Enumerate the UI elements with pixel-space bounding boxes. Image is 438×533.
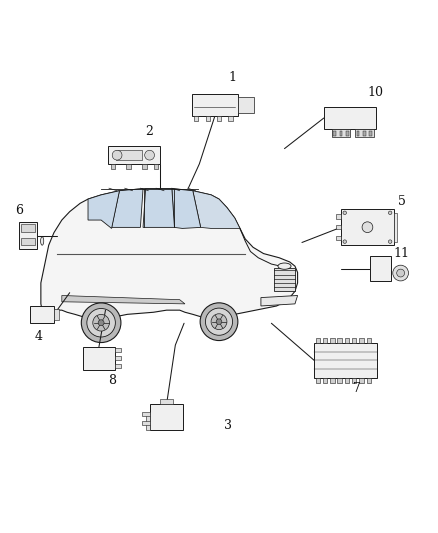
- Polygon shape: [62, 295, 185, 304]
- Circle shape: [98, 320, 104, 326]
- Polygon shape: [193, 191, 240, 229]
- Polygon shape: [261, 295, 297, 306]
- Bar: [363, 131, 366, 135]
- Bar: [337, 378, 342, 383]
- Bar: [357, 131, 359, 135]
- Bar: [355, 129, 374, 137]
- Bar: [337, 338, 342, 343]
- Bar: [333, 131, 336, 135]
- Polygon shape: [41, 189, 297, 319]
- Bar: [82, 347, 115, 369]
- Circle shape: [362, 222, 373, 232]
- Bar: [315, 338, 320, 343]
- Circle shape: [87, 309, 115, 337]
- Bar: [116, 150, 142, 160]
- Bar: [21, 224, 35, 232]
- Circle shape: [389, 211, 392, 215]
- Bar: [150, 404, 183, 430]
- Bar: [370, 256, 391, 281]
- Circle shape: [389, 240, 392, 244]
- Bar: [205, 116, 210, 120]
- Bar: [30, 306, 54, 323]
- Bar: [330, 378, 335, 383]
- Bar: [115, 364, 120, 368]
- Bar: [229, 116, 233, 120]
- Circle shape: [200, 303, 238, 341]
- Bar: [324, 107, 376, 129]
- Bar: [345, 378, 349, 383]
- Bar: [367, 378, 371, 383]
- Bar: [192, 94, 237, 116]
- Circle shape: [112, 150, 122, 160]
- Bar: [142, 413, 150, 416]
- Polygon shape: [172, 189, 201, 229]
- Polygon shape: [88, 191, 120, 229]
- Bar: [330, 338, 335, 343]
- Bar: [314, 343, 377, 378]
- Ellipse shape: [41, 237, 44, 245]
- Bar: [194, 116, 198, 120]
- Bar: [394, 213, 397, 241]
- Text: 8: 8: [108, 374, 116, 386]
- Circle shape: [205, 308, 233, 335]
- Text: 7: 7: [353, 382, 360, 395]
- Bar: [160, 399, 173, 404]
- Bar: [323, 338, 327, 343]
- Bar: [115, 348, 120, 352]
- Bar: [54, 309, 59, 320]
- Text: 1: 1: [228, 71, 236, 84]
- Circle shape: [343, 240, 346, 244]
- Text: 3: 3: [224, 419, 232, 432]
- Polygon shape: [274, 268, 295, 292]
- Bar: [217, 116, 221, 120]
- Circle shape: [81, 303, 121, 343]
- Bar: [339, 131, 342, 135]
- Circle shape: [211, 314, 227, 329]
- Bar: [345, 338, 349, 343]
- Bar: [154, 164, 158, 169]
- Bar: [21, 238, 35, 245]
- Bar: [341, 209, 394, 245]
- Bar: [146, 415, 150, 430]
- Text: 6: 6: [15, 204, 23, 217]
- Bar: [115, 356, 120, 360]
- Circle shape: [397, 269, 405, 277]
- Bar: [352, 378, 357, 383]
- Bar: [127, 164, 131, 169]
- Text: 5: 5: [399, 195, 406, 207]
- Bar: [336, 225, 341, 229]
- Bar: [108, 147, 160, 164]
- Polygon shape: [143, 189, 174, 228]
- Bar: [111, 164, 115, 169]
- Bar: [370, 131, 372, 135]
- Circle shape: [145, 150, 155, 160]
- Bar: [142, 164, 147, 169]
- Bar: [352, 338, 357, 343]
- Bar: [142, 422, 150, 425]
- Circle shape: [393, 265, 409, 281]
- Bar: [237, 97, 254, 113]
- Text: 2: 2: [145, 125, 153, 138]
- Circle shape: [216, 319, 222, 325]
- Polygon shape: [112, 189, 143, 228]
- Text: 10: 10: [367, 86, 383, 99]
- Bar: [336, 236, 341, 240]
- Circle shape: [93, 314, 110, 331]
- Bar: [323, 378, 327, 383]
- Circle shape: [343, 211, 346, 215]
- Ellipse shape: [278, 263, 291, 269]
- Bar: [346, 131, 349, 135]
- Bar: [359, 338, 364, 343]
- Bar: [367, 338, 371, 343]
- Text: 11: 11: [393, 247, 410, 260]
- Bar: [315, 378, 320, 383]
- Bar: [336, 214, 341, 219]
- Bar: [18, 222, 37, 249]
- Bar: [332, 129, 350, 137]
- Bar: [359, 378, 364, 383]
- Text: 4: 4: [35, 330, 43, 343]
